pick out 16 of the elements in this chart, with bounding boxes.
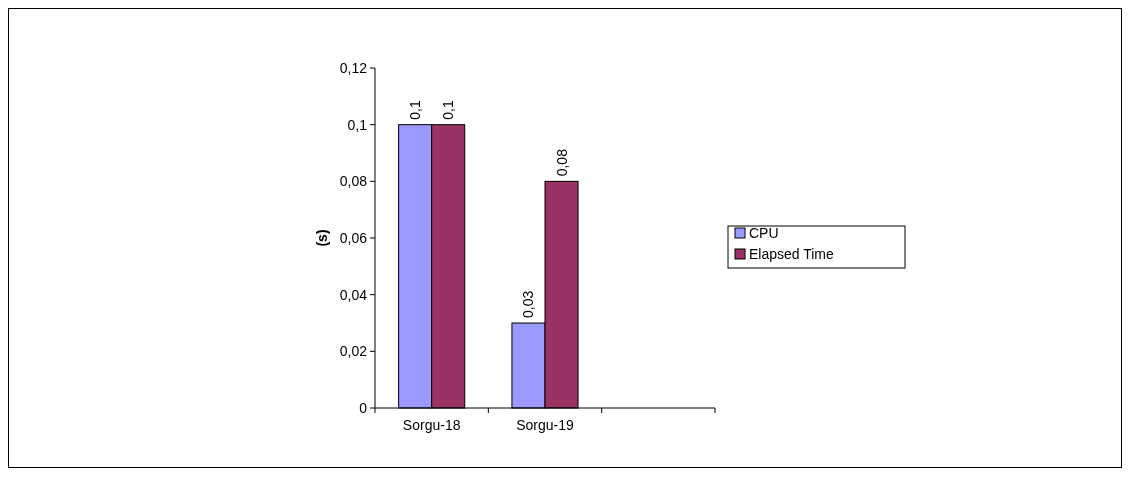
y-tick-label: 0,08: [339, 173, 368, 190]
y-axis-title: (s): [314, 229, 330, 247]
data-label: 0,1: [440, 99, 457, 120]
data-label: 0,08: [553, 148, 570, 177]
legend-label: Elapsed Time: [749, 245, 835, 262]
y-tick-label: 0,06: [339, 229, 368, 246]
data-label: 0,03: [520, 290, 537, 318]
x-tick-label: Sorgu-19: [516, 417, 575, 433]
y-tick-label: 0,02: [339, 343, 368, 360]
data-label: 0,1: [407, 99, 424, 120]
y-tick-label: 0: [359, 399, 368, 416]
y-tick-label: 0,12: [339, 59, 368, 76]
y-tick-label: 0,04: [339, 286, 368, 303]
y-tick-label: 0,1: [347, 116, 368, 133]
legend-label: CPU: [749, 224, 779, 241]
x-tick-label: Sorgu-18: [402, 417, 461, 433]
